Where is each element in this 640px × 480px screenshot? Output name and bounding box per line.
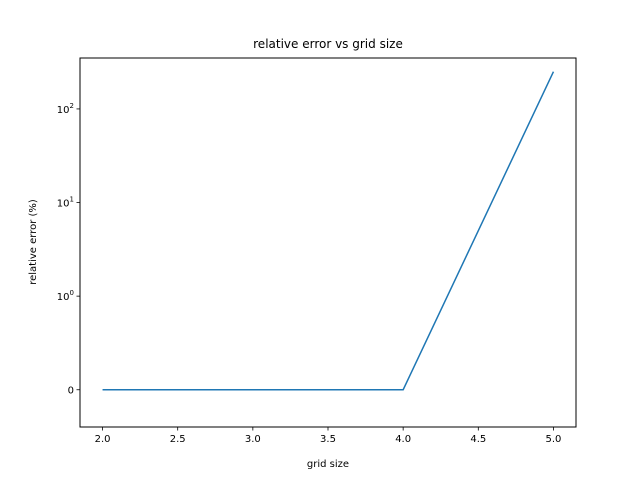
- plot-frame: [79, 57, 577, 428]
- y-tick-label: 102: [57, 102, 74, 116]
- y-axis-ticks: 0 100 101 102: [57, 102, 80, 397]
- x-tick-label: 5.0: [546, 434, 562, 445]
- x-tick-label: 3.0: [245, 434, 261, 445]
- x-axis-ticks: 2.0 2.5 3.0 3.5 4.0 4.5 5.0: [95, 427, 562, 445]
- x-tick-label: 3.5: [320, 434, 336, 445]
- chart-title: relative error vs grid size: [253, 37, 403, 51]
- series-layer: [102, 71, 555, 391]
- x-tick-label: 2.0: [95, 434, 111, 445]
- x-tick-label: 2.5: [170, 434, 186, 445]
- y-tick-label: 100: [57, 289, 74, 303]
- x-tick-label: 4.0: [395, 434, 411, 445]
- y-axis-label: relative error (%): [28, 199, 39, 285]
- y-tick-label: 0: [68, 386, 74, 397]
- y-tick-label: 101: [57, 196, 74, 210]
- x-axis-label: grid size: [307, 459, 349, 470]
- series-line: [102, 71, 555, 391]
- x-tick-label: 4.5: [470, 434, 486, 445]
